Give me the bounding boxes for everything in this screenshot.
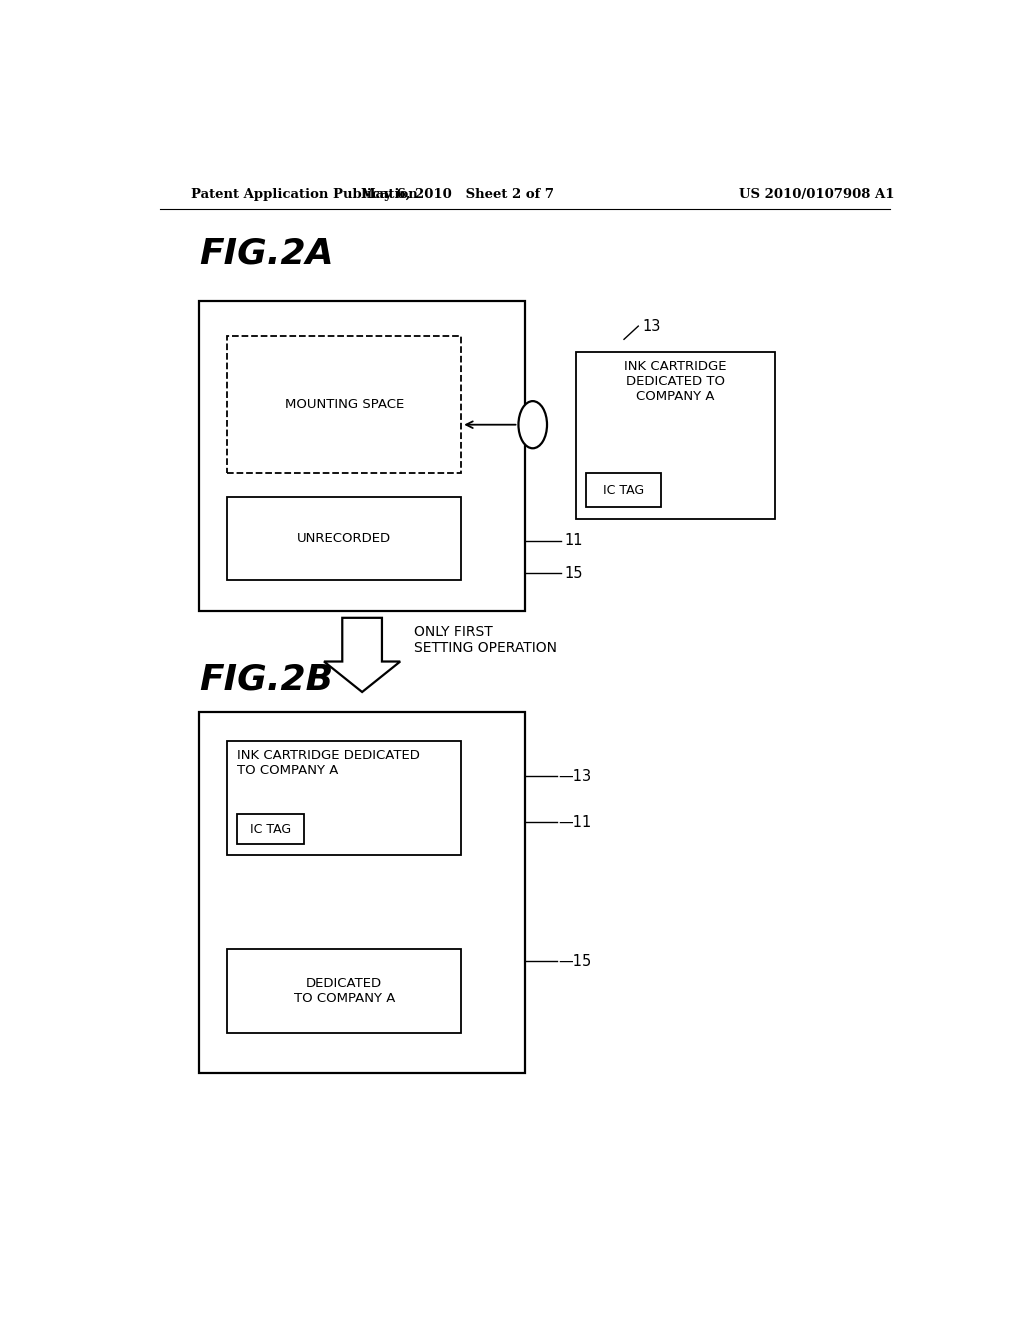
Bar	[227, 337, 461, 474]
Text: 11: 11	[564, 533, 583, 548]
Bar	[227, 496, 461, 581]
Text: —11: —11	[558, 814, 592, 829]
Text: MOUNTING SPACE: MOUNTING SPACE	[285, 399, 403, 412]
Text: INK CARTRIDGE DEDICATED
TO COMPANY A: INK CARTRIDGE DEDICATED TO COMPANY A	[237, 748, 420, 777]
Text: ONLY FIRST
SETTING OPERATION: ONLY FIRST SETTING OPERATION	[415, 624, 557, 655]
Bar	[200, 713, 524, 1073]
Bar	[586, 474, 662, 507]
Text: 13: 13	[642, 318, 660, 334]
Bar	[200, 301, 524, 611]
Text: 15: 15	[564, 565, 583, 581]
Text: FIG.2B: FIG.2B	[200, 663, 334, 697]
Bar	[237, 814, 304, 845]
Text: IC TAG: IC TAG	[603, 483, 644, 496]
Text: —15: —15	[558, 954, 592, 969]
Text: —13: —13	[558, 768, 591, 784]
Text: US 2010/0107908 A1: US 2010/0107908 A1	[739, 189, 895, 202]
Bar	[227, 949, 461, 1032]
Bar	[577, 351, 775, 519]
Polygon shape	[324, 618, 400, 692]
Text: Patent Application Publication: Patent Application Publication	[191, 189, 418, 202]
Text: INK CARTRIDGE
DEDICATED TO
COMPANY A: INK CARTRIDGE DEDICATED TO COMPANY A	[625, 360, 727, 403]
Text: DEDICATED
TO COMPANY A: DEDICATED TO COMPANY A	[294, 977, 395, 1005]
Bar	[227, 741, 461, 854]
Text: May 6, 2010   Sheet 2 of 7: May 6, 2010 Sheet 2 of 7	[360, 189, 554, 202]
Text: UNRECORDED: UNRECORDED	[297, 532, 391, 545]
Ellipse shape	[518, 401, 547, 449]
Text: FIG.2A: FIG.2A	[200, 238, 334, 271]
Text: IC TAG: IC TAG	[250, 822, 291, 836]
